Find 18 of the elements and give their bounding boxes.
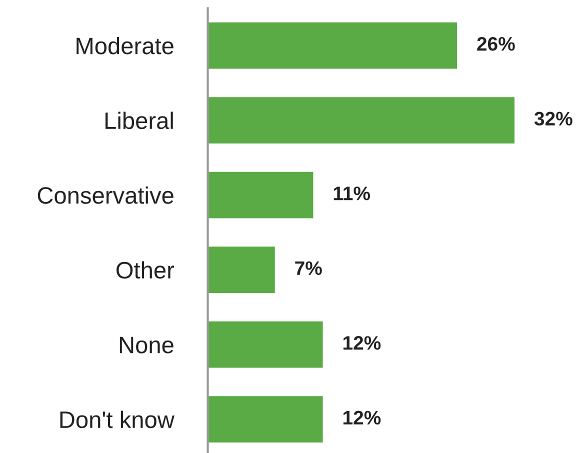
bar [208,396,323,443]
y-tick-label: Liberal [106,112,173,130]
data-label: 7% [295,261,322,276]
data-label: 12% [343,336,381,350]
data-label: 26% [477,36,515,51]
data-label: 11% [334,186,370,200]
y-tick-label: Moderate [76,36,174,54]
y-tick-label: Conservative [38,186,174,204]
y-tick-label: None [120,336,174,354]
bar [208,172,314,218]
data-label: 32% [534,112,572,126]
bar [208,246,275,294]
data-label: 12% [343,410,381,425]
bar [208,97,515,144]
bar [208,321,323,368]
y-tick-label: Don't know [60,410,175,428]
bar [208,22,457,69]
y-tick-label: Other [116,261,174,279]
